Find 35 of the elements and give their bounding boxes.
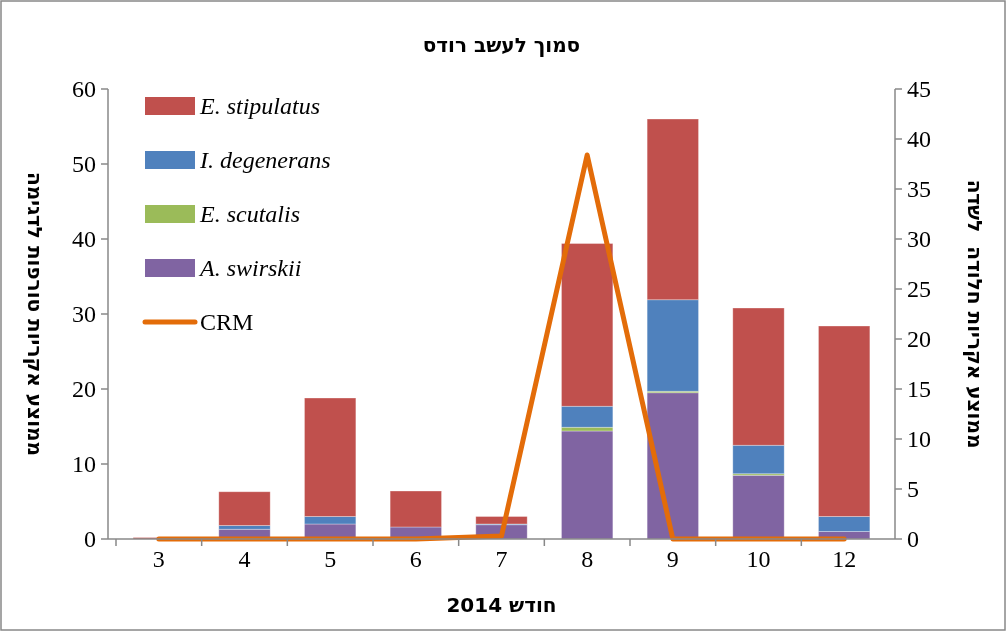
y-tick-label: 0 [84,526,96,553]
y2-tick-label: 0 [907,526,919,553]
x-tick-label: 6 [409,546,422,572]
y2-tick-label: 40 [907,126,931,153]
legend-label: A. swirskii [198,255,302,282]
x-tick-label: 3 [152,546,165,572]
y-tick-label: 20 [72,376,96,403]
y-tick-label: 50 [72,151,96,178]
x-axis-title: חודש 2014 [446,593,557,617]
y2-tick-label: 25 [907,276,931,303]
y-tick-label: 40 [72,226,96,253]
y-tick-label: 10 [72,451,96,478]
y2-tick-label: 5 [907,476,919,503]
y2-tick-label: 15 [907,376,931,403]
chart-title: סמוך לעשב רודס [422,33,581,57]
x-tick-label: 5 [324,546,337,572]
legend-label: E. scutalis [199,201,300,228]
x-tick-label: 8 [581,546,594,572]
y2-tick-label: 20 [907,326,931,353]
y2-tick-label: 10 [907,426,931,453]
x-tick-label: 10 [746,546,771,572]
legend-label: CRM [200,309,254,336]
y2-tick-label: 30 [907,226,931,253]
y2-tick-label: 35 [907,176,931,203]
x-tick-label: 9 [666,546,679,572]
y-axis-title: ממוצע אקריות טורפות לדגימה [23,172,47,456]
x-tick-label: 12 [832,546,857,572]
legend-label: I. degenerans [199,147,331,174]
y-tick-label: 60 [72,76,96,103]
legend-label: E. stipulatus [199,93,321,120]
x-tick-label: 4 [238,546,251,572]
y-tick-label: 30 [72,301,96,328]
y2-tick-label: 45 [907,76,931,103]
y2-axis-title: ממוצע אקריות חלודה לשדה [963,179,987,449]
x-tick-label: 7 [495,546,508,572]
